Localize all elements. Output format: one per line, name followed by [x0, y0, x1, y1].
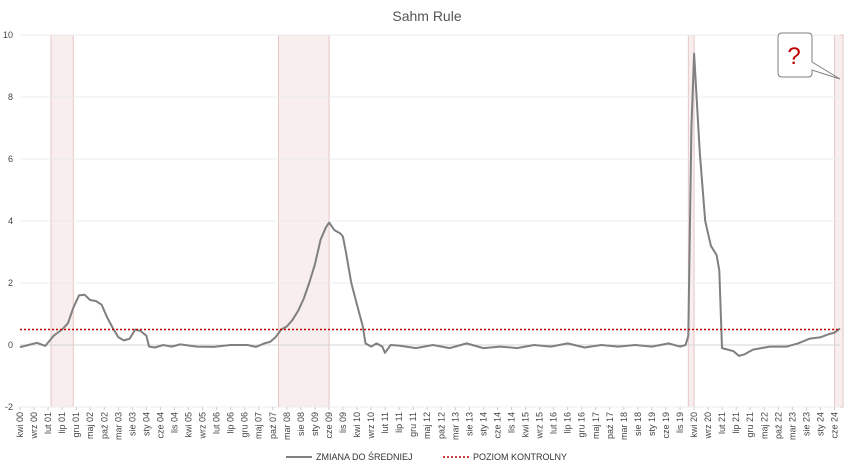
x-tick-label: paź 22: [773, 412, 783, 439]
x-tick-label: paź 07: [268, 412, 278, 439]
x-tick-label: maj 02: [85, 412, 95, 439]
x-tick-label: sty 04: [141, 412, 151, 436]
x-tick-label: wrz 15: [535, 412, 545, 440]
x-tick-label: sie 18: [633, 412, 643, 436]
x-tick-label: kwi 20: [689, 412, 699, 438]
legend-label-series-1: ZMIANA DO ŚREDNIEJ: [316, 451, 413, 462]
x-tick-label: kwi 15: [521, 412, 531, 438]
x-tick-label: wrz 00: [29, 412, 39, 440]
x-tick-label: paź 12: [436, 412, 446, 439]
x-tick-label: sty 19: [647, 412, 657, 436]
x-tick-label: maj 12: [422, 412, 432, 439]
x-tick-label: lip 11: [394, 412, 404, 433]
x-tick-label: gru 01: [71, 412, 81, 438]
x-tick-label: gru 06: [240, 412, 250, 438]
x-tick-label: lis 14: [507, 412, 517, 433]
x-tick-label: paź 02: [99, 412, 109, 439]
chart-title: Sahm Rule: [392, 8, 461, 24]
x-tick-label: lip 01: [57, 412, 67, 434]
x-tick-label: cze 14: [492, 412, 502, 439]
x-tick-label: sie 13: [464, 412, 474, 436]
x-axis-ticks: kwi 00 wrz 00 lut 01 lip 01 gru 01 maj 02 paź …: [15, 407, 839, 440]
y-tick-label: 4: [8, 216, 13, 226]
x-tick-label: sie 03: [127, 412, 137, 436]
x-tick-label: gru 16: [577, 412, 587, 438]
x-tick-label: kwi 10: [352, 412, 362, 438]
x-tick-label: lip 06: [226, 412, 236, 434]
x-tick-label: wrz 05: [198, 412, 208, 440]
y-tick-label: -2: [5, 402, 13, 412]
x-tick-label: lut 06: [212, 412, 222, 434]
y-tick-label: 10: [3, 30, 13, 40]
x-tick-label: kwi 05: [184, 412, 194, 438]
x-tick-label: maj 07: [254, 412, 264, 439]
x-tick-label: lis 04: [169, 412, 179, 433]
x-tick-label: gru 11: [408, 412, 418, 437]
x-tick-label: lut 16: [549, 412, 559, 434]
x-tick-label: cze 04: [155, 412, 165, 439]
x-tick-label: mar 08: [282, 412, 292, 440]
y-axis-ticks: -2 0 2 4 6 8 10: [3, 30, 13, 412]
x-tick-label: lip 21: [731, 412, 741, 434]
x-tick-label: mar 03: [113, 412, 123, 440]
y-tick-label: 6: [8, 154, 13, 164]
x-tick-label: wrz 20: [703, 412, 713, 440]
x-tick-label: cze 24: [829, 412, 839, 439]
x-tick-label: lut 11: [380, 412, 390, 433]
x-tick-label: cze 19: [661, 412, 671, 439]
callout-bubble: [777, 32, 841, 80]
x-tick-label: lut 21: [717, 412, 727, 434]
x-tick-label: lip 16: [563, 412, 573, 434]
x-tick-label: sty 09: [310, 412, 320, 436]
x-tick-label: maj 17: [591, 412, 601, 439]
x-tick-label: lis 19: [675, 412, 685, 433]
x-tick-label: cze 09: [324, 412, 334, 439]
x-tick-label: mar 23: [787, 412, 797, 440]
x-tick-label: sie 23: [801, 412, 811, 436]
series-line-zmiana: [19, 52, 841, 357]
x-tick-label: mar 18: [619, 412, 629, 440]
x-tick-label: kwi 00: [15, 412, 25, 438]
x-tick-label: mar 13: [450, 412, 460, 440]
x-tick-label: lis 09: [338, 412, 348, 433]
x-tick-label: sie 08: [296, 412, 306, 436]
x-tick-label: sty 14: [478, 412, 488, 436]
question-callout: ?: [777, 32, 841, 80]
gridlines: [20, 34, 840, 408]
legend-label-series-2: POZIOM KONTROLNY: [473, 452, 567, 462]
series-lines: [19, 52, 841, 357]
x-tick-label: gru 21: [745, 412, 755, 438]
y-tick-label: 0: [8, 340, 13, 350]
x-tick-label: wrz 10: [366, 412, 376, 440]
x-tick-label: sty 24: [815, 412, 825, 436]
y-tick-label: 8: [8, 92, 13, 102]
legend: ZMIANA DO ŚREDNIEJ POZIOM KONTROLNY: [286, 451, 567, 462]
x-tick-label: paź 17: [605, 412, 615, 439]
y-tick-label: 2: [8, 278, 13, 288]
callout-question-mark: ?: [787, 43, 800, 70]
x-tick-label: maj 22: [759, 412, 769, 439]
x-tick-label: lut 01: [43, 412, 53, 434]
